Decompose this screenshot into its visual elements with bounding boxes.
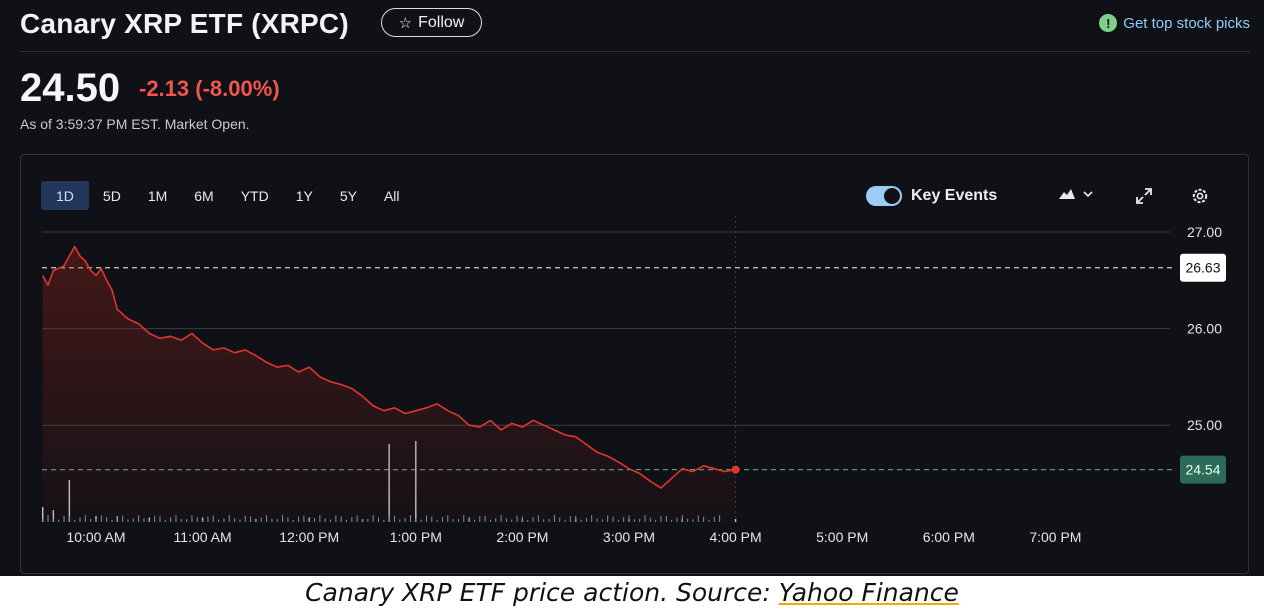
x-tick-label: 2:00 PM xyxy=(496,529,548,545)
price-chart[interactable]: 27.00 26.00 25.00 26.63 24.54 10:00 AM 11:00 A… xyxy=(0,0,1264,576)
source-link[interactable]: Yahoo Finance xyxy=(778,578,959,607)
x-tick-label: 10:00 AM xyxy=(66,529,125,545)
x-tick-label: 11:00 AM xyxy=(174,529,232,545)
caption-text: Canary XRP ETF price action. Source: xyxy=(305,578,779,607)
star-icon: ☆ xyxy=(398,14,413,32)
header-divider xyxy=(20,51,1250,52)
gear-icon[interactable] xyxy=(1190,186,1210,206)
key-events-toggle[interactable] xyxy=(866,186,902,206)
current-price-label: 24.54 xyxy=(1185,462,1220,478)
price-area xyxy=(42,246,736,522)
get-top-stock-picks-link[interactable]: ! Get top stock picks xyxy=(1099,14,1250,32)
y-tick-label: 27.00 xyxy=(1187,224,1222,240)
x-tick-label: 1:00 PM xyxy=(390,529,442,545)
follow-button[interactable]: ☆ Follow xyxy=(381,8,482,37)
market-status: As of 3:59:37 PM EST. Market Open. xyxy=(20,116,250,132)
tab-1m[interactable]: 1M xyxy=(147,187,168,204)
price-change: -2.13 (-8.00%) xyxy=(139,76,280,102)
previous-close-badge xyxy=(1180,253,1226,282)
key-events-label: Key Events xyxy=(911,187,998,204)
chart-panel xyxy=(20,154,1249,574)
tab-1d[interactable]: 1D xyxy=(41,181,89,210)
follow-label: Follow xyxy=(418,13,465,31)
price-line[interactable] xyxy=(41,245,736,489)
current-price-dot xyxy=(731,465,740,474)
tab-1y[interactable]: 1Y xyxy=(295,187,313,204)
picks-label: Get top stock picks xyxy=(1123,14,1250,32)
page-title: Canary XRP ETF (XRPC) xyxy=(20,8,349,39)
tab-5y[interactable]: 5Y xyxy=(339,187,357,204)
expand-icon[interactable] xyxy=(1135,187,1153,205)
current-price: 24.50 xyxy=(20,66,121,110)
previous-close-label: 26.63 xyxy=(1185,260,1220,276)
x-tick-label: 6:00 PM xyxy=(923,529,975,545)
current-price-badge xyxy=(1180,455,1226,484)
tab-6m[interactable]: 6M xyxy=(194,187,214,204)
y-tick-label: 26.00 xyxy=(1187,321,1222,337)
x-tick-label: 12:00 PM xyxy=(279,529,339,545)
y-tick-label: 25.00 xyxy=(1187,417,1222,433)
x-tick-label: 7:00 PM xyxy=(1029,529,1081,545)
figure-caption: Canary XRP ETF price action. Source: Yah… xyxy=(0,578,1264,607)
chevron-down-icon xyxy=(1083,191,1093,198)
chart-type-selector[interactable] xyxy=(1058,187,1093,201)
x-tick-label: 3:00 PM xyxy=(603,529,655,545)
range-tabs: 1D 5D 1M 6M YTD 1Y 5Y All xyxy=(41,181,414,210)
x-tick-label: 4:00 PM xyxy=(710,529,762,545)
price-change-value: -2.13 xyxy=(139,76,190,101)
x-tick-label: 5:00 PM xyxy=(816,529,868,545)
mountain-chart-icon xyxy=(1059,189,1075,199)
price-change-percent: (-8.00%) xyxy=(195,76,280,101)
quote-page: Canary XRP ETF (XRPC) ☆ Follow ! Get top… xyxy=(0,0,1264,576)
exclamation-icon: ! xyxy=(1099,14,1118,32)
toggle-knob xyxy=(884,188,900,204)
tab-ytd[interactable]: YTD xyxy=(240,187,269,204)
tab-all[interactable]: All xyxy=(383,187,400,204)
tab-5d[interactable]: 5D xyxy=(102,187,121,204)
